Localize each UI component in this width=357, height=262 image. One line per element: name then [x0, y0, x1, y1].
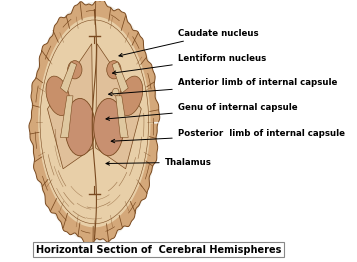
- Ellipse shape: [35, 11, 154, 233]
- Polygon shape: [47, 44, 93, 169]
- Ellipse shape: [67, 61, 82, 79]
- Ellipse shape: [94, 99, 124, 156]
- Polygon shape: [112, 62, 128, 93]
- Ellipse shape: [46, 76, 70, 116]
- Text: Caudate nucleus: Caudate nucleus: [119, 29, 258, 57]
- Ellipse shape: [40, 20, 149, 224]
- Polygon shape: [60, 96, 73, 138]
- Polygon shape: [60, 62, 77, 93]
- Text: Lentiform nucleus: Lentiform nucleus: [112, 53, 266, 74]
- Text: Thalamus: Thalamus: [106, 158, 212, 167]
- Text: Horizontal Section of  Cerebral Hemispheres: Horizontal Section of Cerebral Hemispher…: [36, 245, 281, 255]
- Polygon shape: [116, 96, 128, 138]
- Ellipse shape: [65, 99, 95, 156]
- Text: Anterior limb of internal capsule: Anterior limb of internal capsule: [109, 78, 337, 96]
- Ellipse shape: [30, 2, 158, 242]
- Ellipse shape: [107, 61, 121, 79]
- Polygon shape: [29, 0, 160, 244]
- Polygon shape: [96, 44, 141, 169]
- Ellipse shape: [119, 76, 143, 116]
- Text: Posterior  limb of internal capsule: Posterior limb of internal capsule: [111, 129, 345, 143]
- Text: Genu of internal capsule: Genu of internal capsule: [106, 103, 297, 120]
- Ellipse shape: [112, 88, 119, 96]
